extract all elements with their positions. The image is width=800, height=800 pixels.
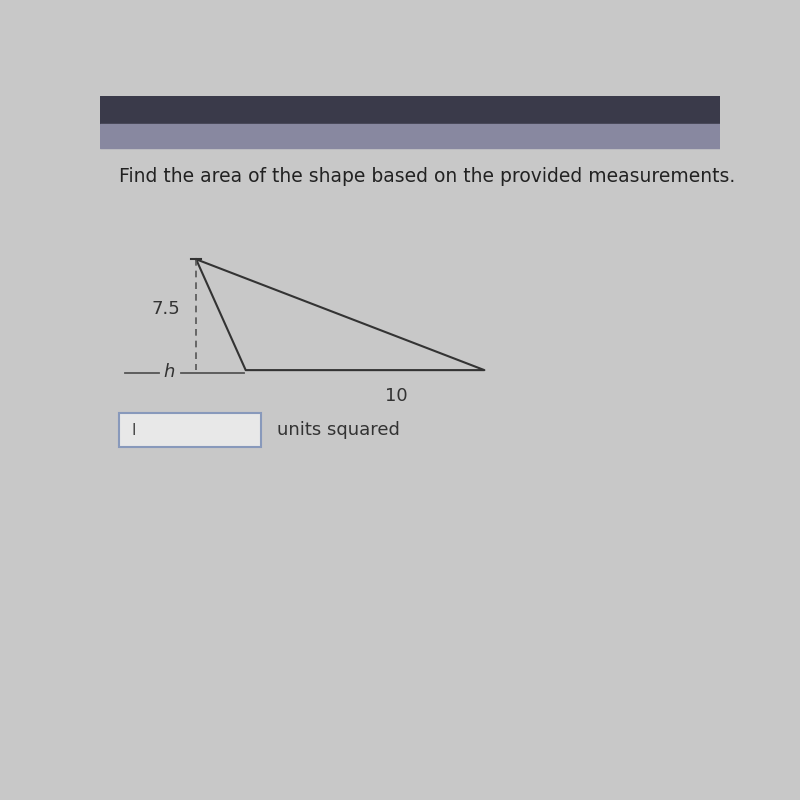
Text: 7.5: 7.5: [152, 299, 181, 318]
FancyBboxPatch shape: [118, 414, 262, 447]
Text: h: h: [164, 363, 175, 381]
Text: units squared: units squared: [277, 421, 399, 439]
Text: I: I: [132, 422, 136, 438]
Text: Find the area of the shape based on the provided measurements.: Find the area of the shape based on the …: [118, 167, 735, 186]
Text: 10: 10: [385, 387, 407, 406]
Bar: [100, 96, 720, 124]
Bar: [100, 124, 720, 148]
